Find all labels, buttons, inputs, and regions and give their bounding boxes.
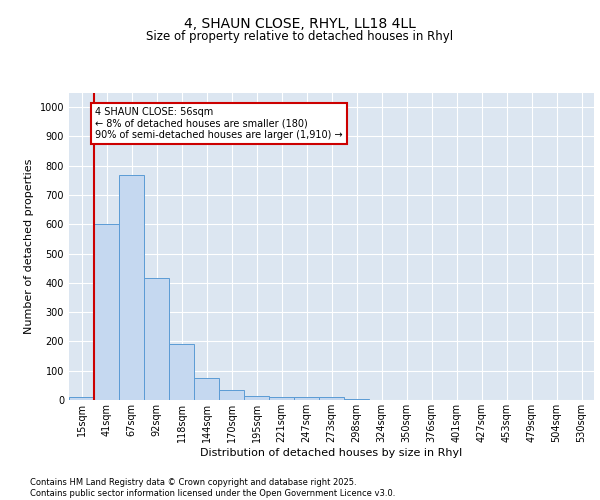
Bar [94, 224, 119, 400]
Bar [219, 390, 244, 400]
Bar [119, 174, 144, 400]
Bar [169, 344, 194, 400]
Bar [294, 397, 319, 400]
Text: Size of property relative to detached houses in Rhyl: Size of property relative to detached ho… [146, 30, 454, 43]
Bar [69, 397, 94, 400]
Text: Contains HM Land Registry data © Crown copyright and database right 2025.
Contai: Contains HM Land Registry data © Crown c… [30, 478, 395, 498]
Y-axis label: Number of detached properties: Number of detached properties [24, 158, 34, 334]
Bar [144, 278, 169, 400]
Text: 4 SHAUN CLOSE: 56sqm
← 8% of detached houses are smaller (180)
90% of semi-detac: 4 SHAUN CLOSE: 56sqm ← 8% of detached ho… [95, 107, 343, 140]
Bar [269, 397, 294, 400]
Bar [244, 396, 269, 400]
X-axis label: Distribution of detached houses by size in Rhyl: Distribution of detached houses by size … [200, 448, 463, 458]
Text: 4, SHAUN CLOSE, RHYL, LL18 4LL: 4, SHAUN CLOSE, RHYL, LL18 4LL [184, 18, 416, 32]
Bar [319, 397, 344, 400]
Bar [194, 378, 219, 400]
Bar [344, 398, 369, 400]
